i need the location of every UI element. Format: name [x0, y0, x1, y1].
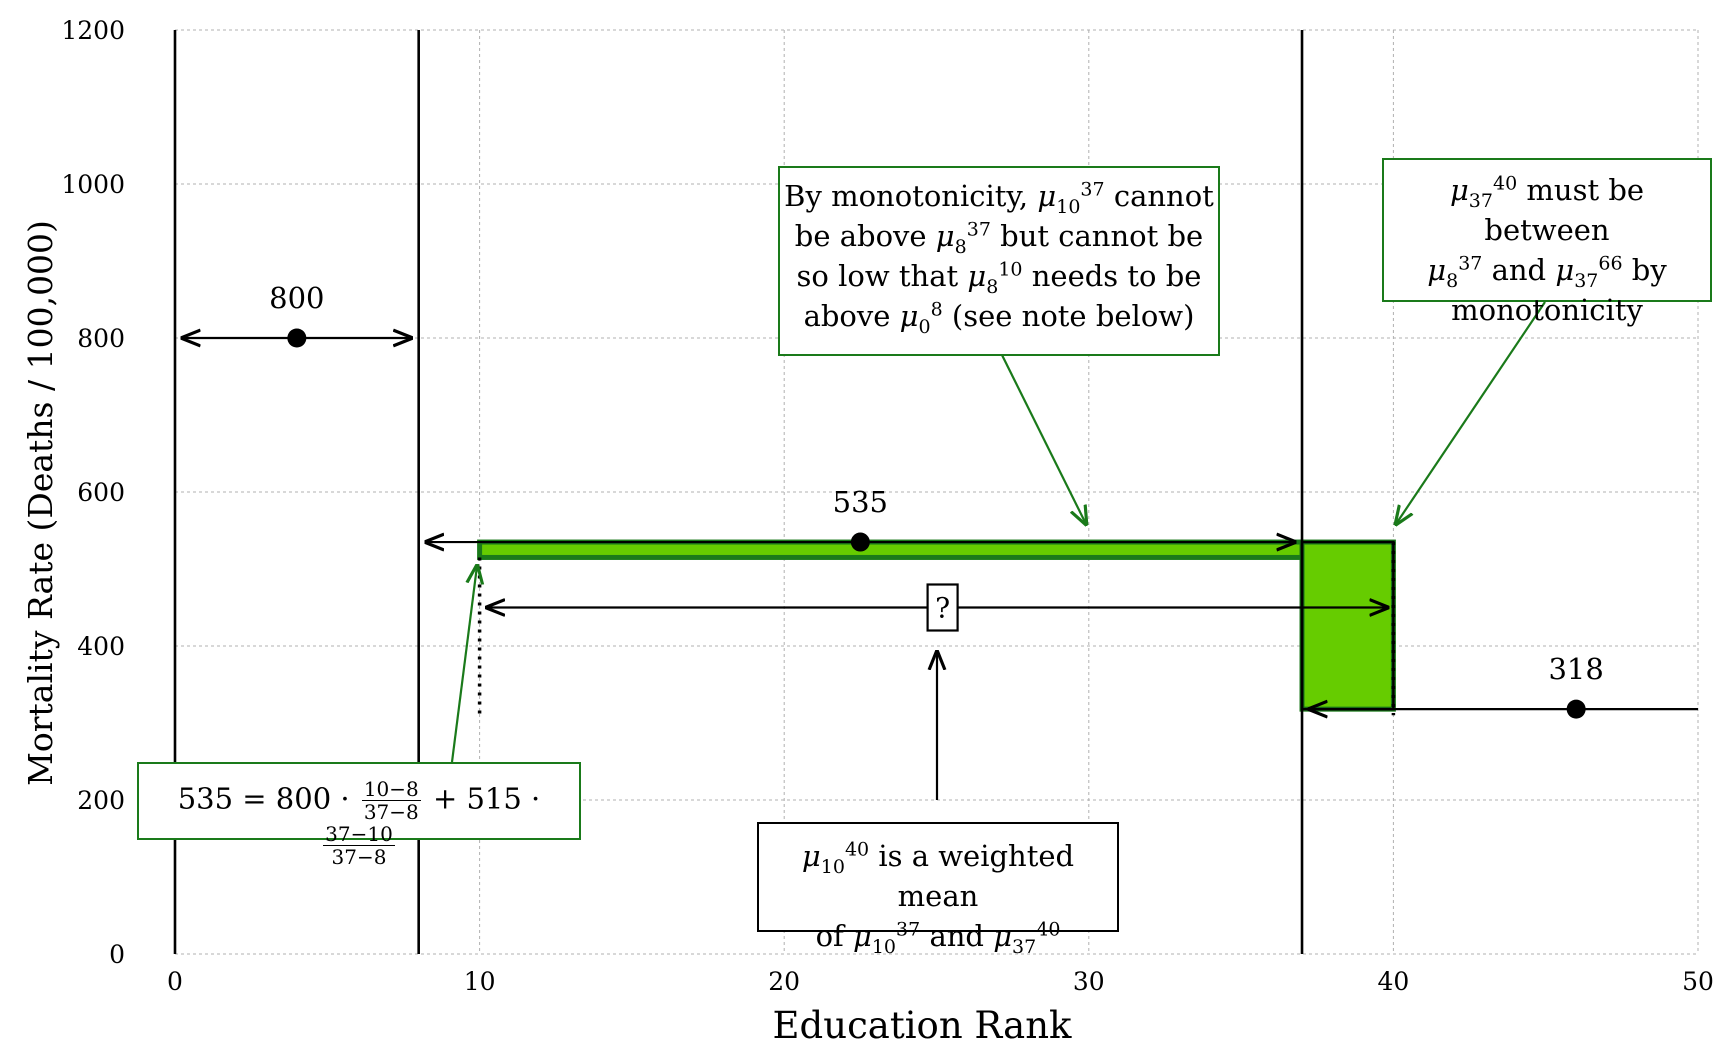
data-point — [850, 532, 870, 552]
weighted-mean-annotation: μ1040 is a weighted mean of μ1037 and μ3… — [757, 822, 1119, 956]
annotation-arrow — [450, 566, 477, 763]
chart-marks: 800 535 318? — [173, 30, 1698, 954]
data-label: 535 — [833, 485, 888, 519]
weighted-text: is a weighted mean — [878, 839, 1075, 913]
x-tick-label: 0 — [167, 967, 183, 996]
y-axis-label: Mortality Rate (Deaths / 100,000) — [21, 220, 60, 786]
data-point — [287, 328, 307, 348]
between-text: by — [1631, 253, 1667, 287]
question-box — [926, 583, 959, 632]
y-tick-label: 600 — [77, 478, 125, 507]
x-tick-label: 50 — [1682, 967, 1714, 996]
mono-text: but cannot be — [1000, 219, 1204, 253]
y-tick-label: 200 — [77, 786, 125, 815]
weighted-text: of — [815, 919, 844, 953]
data-label: 318 — [1548, 652, 1603, 686]
between-text: monotonicity — [1451, 293, 1643, 327]
x-tick-label: 20 — [768, 967, 800, 996]
mono-text: By monotonicity, — [784, 179, 1029, 213]
formula-annotation: 535 = 800 · 10−8 37−8 + 515 · 37−10 37−8 — [137, 762, 581, 868]
x-tick-label: 30 — [1073, 967, 1105, 996]
mono-text: (see note below) — [951, 299, 1195, 333]
x-tick-label: 10 — [464, 967, 496, 996]
green-bound-region — [477, 539, 1305, 560]
between-text: must be between — [1484, 173, 1645, 247]
x-tick-label: 40 — [1377, 967, 1409, 996]
mono-text: be above — [794, 219, 927, 253]
y-tick-label: 0 — [109, 940, 125, 969]
mono-text: needs to be — [1031, 259, 1202, 293]
weighted-text: and — [929, 919, 984, 953]
y-tick-label: 1000 — [61, 170, 125, 199]
mono-text: cannot — [1113, 179, 1214, 213]
data-point — [1566, 699, 1586, 719]
data-label: 800 — [269, 281, 324, 315]
fraction-1: 10−8 37−8 — [361, 777, 421, 824]
axis-ticks: 0 10 20 30 40 50 0 200 400 600 800 1000 1200 — [61, 16, 1714, 996]
formula-mid: + 515 · — [432, 781, 541, 816]
y-tick-label: 400 — [77, 632, 125, 661]
green-bound-region — [1299, 539, 1396, 712]
annotation-arrow — [1396, 301, 1546, 524]
y-tick-label: 1200 — [61, 16, 125, 45]
mono-text: so low that — [796, 259, 959, 293]
between-annotation: μ3740 must be between μ837 and μ3766 by … — [1382, 158, 1712, 327]
between-text: and — [1491, 253, 1547, 287]
mono-text: above — [803, 299, 891, 333]
monotonicity-annotation: By monotonicity, μ1037 cannot be above μ… — [778, 166, 1220, 356]
question-mark: ? — [935, 592, 950, 625]
fraction-2: 37−10 37−8 — [323, 822, 395, 869]
formula-lhs: 535 = 800 · — [177, 781, 350, 816]
annotation-arrow — [1001, 354, 1086, 524]
x-axis-label: Education Rank — [773, 1004, 1072, 1047]
y-tick-label: 800 — [77, 324, 125, 353]
